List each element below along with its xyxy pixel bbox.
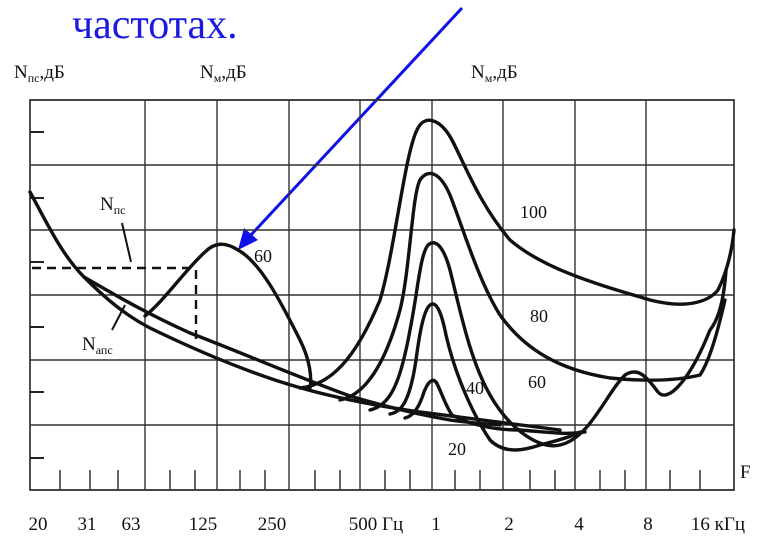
label-100: 100 <box>520 202 547 222</box>
x-tick-label: 500 Гц <box>349 514 403 535</box>
x-axis-symbol: F <box>740 462 751 483</box>
x-tick-label: 250 <box>258 514 287 535</box>
x-tick-label: 16 кГц <box>691 514 745 535</box>
x-tick-label: 1 <box>431 514 441 535</box>
label-80: 80 <box>530 306 548 326</box>
curve-naps <box>84 277 500 425</box>
y-label-left: Nпс,дБ <box>14 62 65 85</box>
curves <box>30 120 734 450</box>
x-tick-label: 20 <box>29 514 48 535</box>
x-tick-label: 63 <box>122 514 141 535</box>
y-label-right: Nм,дБ <box>471 62 518 85</box>
x-tick-label: 4 <box>574 514 584 535</box>
x-tick-label: 2 <box>504 514 514 535</box>
label-60-low: 60 <box>254 246 272 266</box>
x-tick-labels: 20 31 63 125 250 500 Гц 1 2 4 8 16 кГц <box>29 514 746 535</box>
y-label-mid: Nм,дБ <box>200 62 247 85</box>
curve-100 <box>300 120 734 388</box>
x-tick-label: 125 <box>189 514 218 535</box>
caption-text: частотах. <box>72 2 238 48</box>
label-nps: Nпс <box>100 194 125 217</box>
x-tick-label: 8 <box>643 514 653 535</box>
x-tick-label: 31 <box>78 514 97 535</box>
label-naps: Nапс <box>82 334 113 357</box>
label-40: 40 <box>466 378 484 398</box>
label-60-high: 60 <box>528 372 546 392</box>
label-20: 20 <box>448 439 466 459</box>
curve-masked-60-low <box>145 244 311 388</box>
arrow-pointer <box>238 8 462 250</box>
